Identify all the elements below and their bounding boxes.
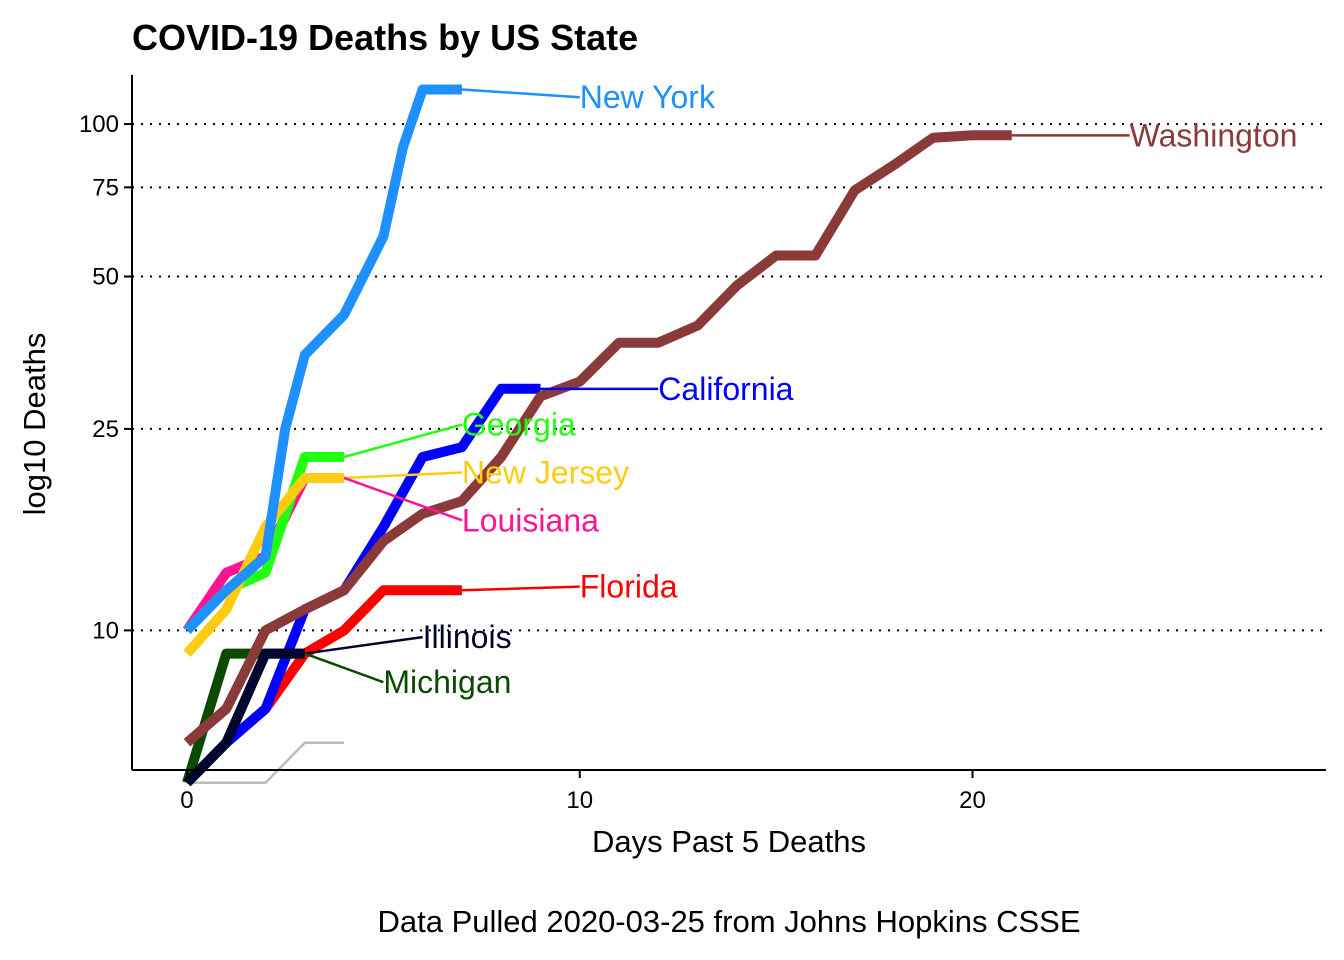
series-label-georgia: Georgia <box>462 407 576 443</box>
y-tick-label-100: 100 <box>79 111 119 138</box>
series-label-california: California <box>658 371 793 407</box>
series-label-new-york: New York <box>580 79 716 115</box>
leader-line-new-york <box>461 88 580 99</box>
x-tick-label-10: 10 <box>566 787 593 814</box>
ticks: 10 25 50 75 100 0 10 20 <box>79 111 986 814</box>
x-tick-label-20: 20 <box>959 787 986 814</box>
axes <box>131 75 1326 771</box>
series-line-illinois <box>183 648 305 787</box>
series-line-unlabeled-0 <box>187 741 345 785</box>
leader-line-florida <box>461 585 580 592</box>
series-line-washington <box>183 130 1012 747</box>
chart-caption: Data Pulled 2020-03-25 from Johns Hopkin… <box>377 904 1080 939</box>
series-lines <box>182 84 1012 787</box>
leader-line-michigan <box>304 652 384 684</box>
series-label-louisiana: Louisiana <box>462 502 599 538</box>
y-tick-label-75: 75 <box>92 174 119 201</box>
y-tick-label-25: 25 <box>92 416 119 443</box>
x-axis-title: Days Past 5 Deaths <box>592 824 866 859</box>
x-tick-label-0: 0 <box>180 787 193 814</box>
y-axis-title: log10 Deaths <box>17 333 52 516</box>
leader-line-new-jersey <box>344 471 462 480</box>
leader-line-georgia <box>343 423 463 459</box>
chart-title: COVID-19 Deaths by US State <box>132 17 638 58</box>
series-label-illinois: Illinois <box>423 619 512 655</box>
gridlines <box>132 123 1326 632</box>
y-tick-label-50: 50 <box>92 263 119 290</box>
series-labels: New York Washington California Georgia New J… <box>304 79 1298 700</box>
series-label-florida: Florida <box>580 569 678 605</box>
series-label-washington: Washington <box>1130 117 1298 153</box>
leader-line-illinois <box>304 635 423 655</box>
y-tick-label-10: 10 <box>92 617 119 644</box>
series-line-new-york <box>183 84 462 634</box>
leader-line-louisiana <box>343 476 463 522</box>
series-label-michigan: Michigan <box>383 664 511 700</box>
series-label-new-jersey: New Jersey <box>462 455 629 491</box>
